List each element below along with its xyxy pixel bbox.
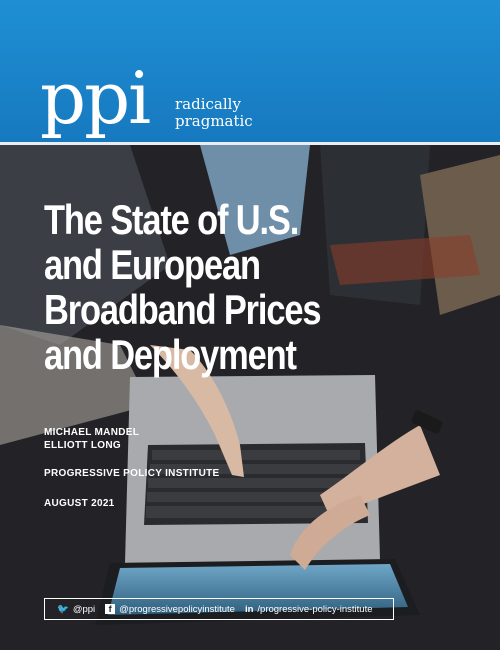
tagline-line-2: pragmatic xyxy=(175,112,253,130)
twitter-handle[interactable]: @ppi xyxy=(72,603,96,615)
authors: MICHAEL MANDEL ELLIOTT LONG xyxy=(44,426,139,452)
title-line-4: and Deployment xyxy=(44,331,297,378)
header-divider xyxy=(0,142,500,145)
facebook-handle[interactable]: @progressivepolicyinstitute xyxy=(119,603,235,615)
title-line-2: and European xyxy=(44,241,261,288)
author-2: ELLIOTT LONG xyxy=(44,440,121,451)
publication-date: AUGUST 2021 xyxy=(44,498,115,509)
cover-photo xyxy=(0,145,500,650)
hands-laptop-illustration xyxy=(0,145,500,650)
report-title: The State of U.S. and European Broadband… xyxy=(44,197,388,377)
twitter-icon: 🐦 xyxy=(57,603,69,615)
linkedin-icon: in xyxy=(244,603,254,615)
logo-tagline: radically pragmatic xyxy=(175,96,253,130)
social-links-bar: 🐦 @ppi f @progressivepolicyinstitute in … xyxy=(44,598,394,620)
tagline-line-1: radically xyxy=(175,95,241,113)
header-banner: ppi radically pragmatic xyxy=(0,0,500,142)
linkedin-handle[interactable]: /progressive-policy-institute xyxy=(257,603,373,615)
author-1: MICHAEL MANDEL xyxy=(44,427,140,438)
organization-name: PROGRESSIVE POLICY INSTITUTE xyxy=(44,468,220,479)
title-line-1: The State of U.S. xyxy=(44,196,299,243)
ppi-logo: ppi xyxy=(40,56,151,140)
facebook-icon: f xyxy=(105,604,116,614)
title-line-3: Broadband Prices xyxy=(44,286,322,333)
